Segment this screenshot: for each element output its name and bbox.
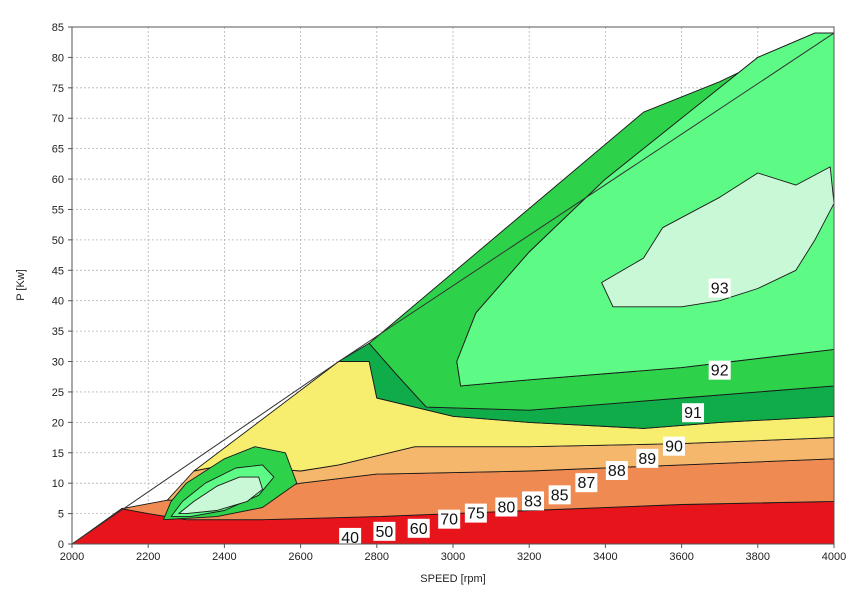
y-tick-label-10: 10: [52, 478, 64, 490]
contour-label-text: 87: [577, 475, 595, 492]
y-tick-label-65: 65: [52, 144, 64, 156]
contour-label-bg: [662, 436, 685, 456]
contour-label-bg: [605, 461, 628, 481]
contour-label-bg: [464, 503, 487, 523]
x-tick-label-3600: 3600: [669, 551, 693, 563]
contour-region-pale_green-7: [601, 166, 834, 308]
contour-label-75: 75: [464, 503, 487, 523]
contour-label-40: 40: [339, 527, 362, 547]
contour-label-60: 60: [407, 518, 430, 538]
contour-label-bg: [373, 521, 396, 541]
x-tick-label-2200: 2200: [136, 551, 160, 563]
contour-label-bg: [636, 448, 659, 468]
contour-label-text: 50: [376, 524, 394, 541]
contour-label-83: 83: [522, 491, 545, 511]
x-axis-label: SPEED [rpm]: [420, 573, 485, 585]
contour-label-text: 70: [440, 512, 458, 529]
envelope-line: [71, 32, 835, 545]
y-tick-label-30: 30: [52, 357, 64, 369]
x-tick-label-3400: 3400: [593, 551, 617, 563]
contour-label-text: 85: [551, 487, 569, 504]
contour-label-87: 87: [575, 473, 598, 493]
y-tick-label-70: 70: [52, 113, 64, 125]
contour-label-text: 83: [524, 493, 542, 510]
y-tick-label-5: 5: [58, 509, 64, 521]
x-tick-label-2600: 2600: [288, 551, 312, 563]
contour-label-50: 50: [373, 521, 396, 541]
contour-label-bg: [708, 278, 731, 298]
y-tick-label-20: 20: [52, 417, 64, 429]
contour-label-bg: [708, 360, 731, 380]
contour-label-text: 80: [497, 500, 515, 517]
contour-label-80: 80: [495, 497, 518, 517]
contour-label-text: 91: [684, 405, 702, 422]
contour-label-88: 88: [605, 461, 628, 481]
contour-label-93: 93: [708, 278, 731, 298]
y-tick-label-60: 60: [52, 174, 64, 186]
operating-envelope: [71, 32, 835, 545]
y-tick-label-55: 55: [52, 204, 64, 216]
y-tick-label-85: 85: [52, 22, 64, 34]
contour-label-bg: [548, 485, 571, 505]
contour-label-92: 92: [708, 360, 731, 380]
y-tick-label-15: 15: [52, 448, 64, 460]
x-tick-label-3000: 3000: [441, 551, 465, 563]
contour-label-text: 75: [467, 506, 485, 523]
x-tick-label-2400: 2400: [212, 551, 236, 563]
contour-label-bg: [495, 497, 518, 517]
contour-label-text: 40: [341, 530, 359, 547]
contour-label-bg: [438, 509, 461, 529]
contour-label-bg: [407, 518, 430, 538]
y-axis-ticks: 0 5 10 15 20 25 30 35 40 45 50 55 60 65 70 75 80 85: [52, 22, 72, 551]
y-tick-label-45: 45: [52, 265, 64, 277]
contour-label-text: 60: [410, 521, 428, 538]
x-tick-label-3800: 3800: [746, 551, 770, 563]
contour-region-light_green-6: [456, 32, 834, 387]
y-tick-label-40: 40: [52, 296, 64, 308]
contour-label-text: 90: [665, 439, 683, 456]
contour-label-90: 90: [662, 436, 685, 456]
x-tick-label-4000: 4000: [822, 551, 846, 563]
contour-label-text: 89: [638, 451, 656, 468]
y-tick-label-35: 35: [52, 326, 64, 338]
x-tick-label-3200: 3200: [517, 551, 541, 563]
y-axis-label: P [Kw]: [15, 269, 27, 301]
contour-label-bg: [682, 403, 705, 423]
x-tick-label-2800: 2800: [365, 551, 389, 563]
y-tick-label-75: 75: [52, 83, 64, 95]
x-axis-ticks: 2000 2200 2400 2600 2800 3000 3200 3400 3600 3800…: [60, 544, 846, 563]
y-tick-label-50: 50: [52, 235, 64, 247]
contour-label-89: 89: [636, 448, 659, 468]
contour-label-bg: [339, 527, 362, 547]
contour-label-91: 91: [682, 403, 705, 423]
contour-label-text: 88: [608, 463, 626, 480]
contour-label-bg: [575, 473, 598, 493]
contour-label-bg: [522, 491, 545, 511]
contour-label-85: 85: [548, 485, 571, 505]
y-tick-label-25: 25: [52, 387, 64, 399]
contour-label-70: 70: [438, 509, 461, 529]
y-tick-label-80: 80: [52, 52, 64, 64]
contour-label-text: 92: [711, 363, 729, 380]
x-tick-label-2000: 2000: [60, 551, 84, 563]
contour-label-text: 93: [711, 281, 729, 298]
y-tick-label-0: 0: [58, 539, 64, 551]
contour-region-pale_green-10: [178, 476, 263, 515]
